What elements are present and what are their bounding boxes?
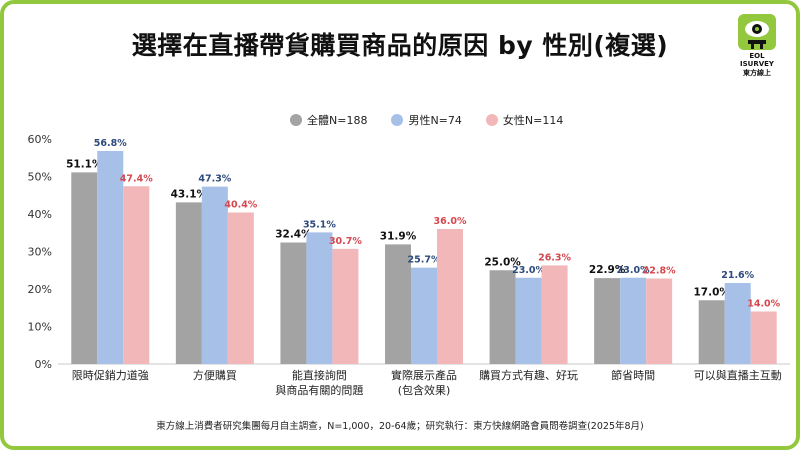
y-tick-label: 40%: [28, 208, 52, 221]
logo-text-isurvey: ISURVEY: [740, 60, 774, 68]
data-label-male: 23.0%: [617, 265, 650, 276]
category-label: 可以與直播主互動: [694, 368, 782, 382]
footnote: 東方線上消費者研究集團每月自主調查，N=1,000，20-64歲；研究執行：東方…: [156, 421, 644, 432]
data-label-total: 43.1%: [171, 188, 208, 200]
data-label-total: 25.0%: [484, 256, 521, 268]
data-label-female: 22.8%: [643, 266, 676, 277]
data-label-male: 21.6%: [721, 270, 754, 281]
legend-item-total: 全體N=188: [290, 112, 367, 128]
bar-male: [724, 283, 751, 364]
bar-female: [227, 212, 254, 364]
data-label-female: 26.3%: [538, 252, 571, 263]
y-tick-label: 10%: [28, 321, 52, 334]
data-label-total: 32.4%: [275, 229, 312, 241]
data-label-total: 22.9%: [589, 264, 626, 276]
legend-swatch-female: [485, 114, 498, 126]
category-label: (包含效果): [398, 383, 451, 397]
bar-female: [123, 186, 150, 364]
bar-male: [201, 186, 228, 364]
legend-swatch-total: [290, 114, 302, 126]
data-label-female: 14.0%: [747, 299, 780, 310]
bar-female: [646, 278, 673, 364]
chart-legend: 全體N=188 男性N=74 女性N=114: [290, 112, 587, 128]
bar-total: [489, 270, 516, 364]
data-label-male: 56.8%: [94, 138, 127, 149]
legend-label-total: 全體N=188: [307, 114, 368, 127]
category-label: 節省時間: [611, 368, 655, 382]
category-label: 方便購買: [193, 368, 237, 382]
chart-title: 選擇在直播帶貨購買商品的原因 by 性別(複選): [131, 31, 669, 60]
data-label-total: 17.0%: [693, 286, 730, 298]
bar-female: [541, 265, 568, 364]
bar-total: [385, 244, 411, 364]
eye-logo-icon: [738, 14, 776, 50]
logo-text-company: 東方線上: [743, 69, 771, 77]
eol-isurvey-logo: EOL ISURVEY 東方線上: [734, 14, 780, 78]
legend-label-male: 男性N=74: [408, 114, 462, 127]
legend-item-female: 女性N=114: [485, 112, 564, 128]
bar-total: [698, 300, 725, 364]
y-tick-label: 50%: [28, 171, 52, 184]
bar-male: [97, 151, 124, 364]
bar-male: [306, 232, 333, 364]
bar-male: [411, 267, 437, 364]
data-label-male: 25.7%: [408, 255, 441, 266]
category-label: 實際展示產品: [391, 368, 457, 382]
y-tick-label: 20%: [28, 283, 52, 296]
bar-total: [71, 172, 98, 364]
bar-male: [620, 277, 647, 364]
bar-female: [750, 311, 777, 364]
data-label-total: 51.1%: [66, 158, 103, 170]
data-label-male: 47.3%: [198, 174, 231, 185]
y-tick-label: 30%: [28, 246, 52, 259]
data-label-female: 40.4%: [224, 200, 257, 211]
legend-swatch-male: [391, 114, 404, 126]
bar-total: [594, 278, 621, 364]
category-label: 與商品有關的問題: [275, 383, 363, 397]
legend-label-female: 女性N=114: [502, 114, 564, 127]
data-label-female: 47.4%: [120, 173, 153, 184]
data-label-male: 23.0%: [512, 265, 545, 276]
legend-item-male: 男性N=74: [391, 112, 462, 128]
data-label-female: 36.0%: [434, 216, 467, 227]
data-label-total: 31.9%: [380, 230, 417, 242]
y-tick-label: 0%: [35, 358, 52, 371]
data-label-male: 35.1%: [303, 219, 336, 230]
bar-female: [437, 229, 463, 364]
bar-male: [515, 277, 542, 364]
logo-text-eol: EOL: [749, 52, 765, 60]
bar-total: [175, 202, 202, 364]
category-label: 限時促銷力道強: [72, 368, 149, 382]
category-label: 能直接詢問: [292, 368, 347, 382]
y-tick-label: 60%: [28, 133, 52, 146]
category-label: 購買方式有趣、好玩: [479, 368, 578, 382]
data-label-female: 30.7%: [329, 236, 362, 247]
bar-total: [280, 242, 307, 364]
bar-female: [332, 248, 359, 364]
